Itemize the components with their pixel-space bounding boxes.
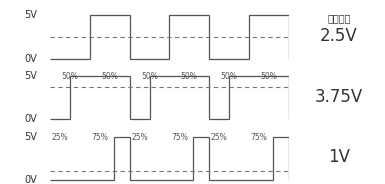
Text: 0V: 0V (24, 54, 37, 63)
Text: 25%: 25% (211, 133, 228, 142)
Text: 75%: 75% (91, 133, 108, 142)
Text: 3.75V: 3.75V (315, 88, 363, 106)
Text: 50%: 50% (181, 72, 198, 81)
Text: 75%: 75% (251, 133, 267, 142)
Text: 5V: 5V (24, 132, 37, 142)
Text: 5V: 5V (24, 10, 37, 20)
Text: 25%: 25% (52, 133, 69, 142)
Text: 50%: 50% (221, 72, 238, 81)
Text: 25%: 25% (131, 133, 148, 142)
Text: 50%: 50% (101, 72, 118, 81)
Text: 0V: 0V (24, 114, 37, 124)
Text: 2.5V: 2.5V (320, 27, 358, 45)
Text: 1V: 1V (328, 148, 350, 166)
Text: 5V: 5V (24, 71, 37, 81)
Text: 0V: 0V (24, 175, 37, 184)
Text: 50%: 50% (260, 72, 277, 81)
Text: 75%: 75% (171, 133, 188, 142)
Text: 等效电压: 等效电压 (327, 13, 351, 23)
Text: 50%: 50% (62, 72, 79, 81)
Text: 50%: 50% (141, 72, 158, 81)
